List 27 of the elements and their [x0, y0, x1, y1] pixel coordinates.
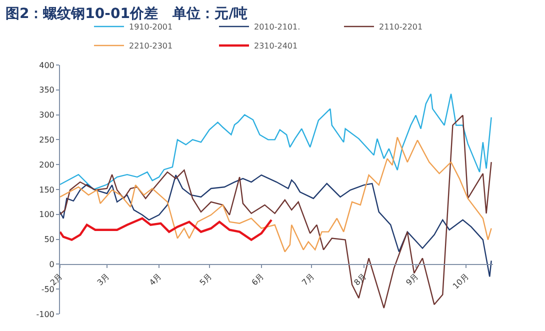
y-tick-label: 150	[39, 185, 54, 194]
y-tick-label: 250	[39, 136, 54, 144]
legend-label: 2110-2201	[379, 22, 423, 32]
x-tick-label: 5月	[198, 272, 214, 288]
y-tick-label: 100	[39, 210, 54, 220]
x-tick-label: 8月	[352, 272, 368, 288]
x-tick-label: 10月	[451, 272, 470, 291]
chart-title: 图2：螺纹钢10-01价差 单位：元/吨	[5, 6, 248, 22]
x-tick-label: 6月	[250, 272, 266, 288]
y-tick-label: -100	[36, 310, 54, 319]
x-tick-label: 2月	[48, 272, 64, 288]
legend-label: 2210-2301	[129, 42, 173, 51]
legend-label: 2010-2101.	[254, 22, 300, 32]
y-tick-label: 350	[39, 86, 54, 95]
y-tick-label: 200	[39, 160, 54, 170]
x-tick-label: 9月	[404, 272, 420, 288]
x-tick-label: 7月	[300, 272, 316, 288]
y-tick-label: 400	[39, 60, 54, 70]
y-tick-label: 50	[44, 235, 54, 244]
legend-label: 1910-2001	[129, 22, 173, 32]
y-tick-label: 300	[39, 110, 54, 120]
line-series	[60, 217, 273, 241]
legend-label: 2310-2401	[254, 42, 298, 51]
y-tick-label: 0	[49, 260, 54, 269]
x-tick-label: 4月	[148, 272, 164, 288]
x-tick-label: 3月	[96, 272, 112, 288]
y-tick-label: -50	[41, 284, 54, 294]
